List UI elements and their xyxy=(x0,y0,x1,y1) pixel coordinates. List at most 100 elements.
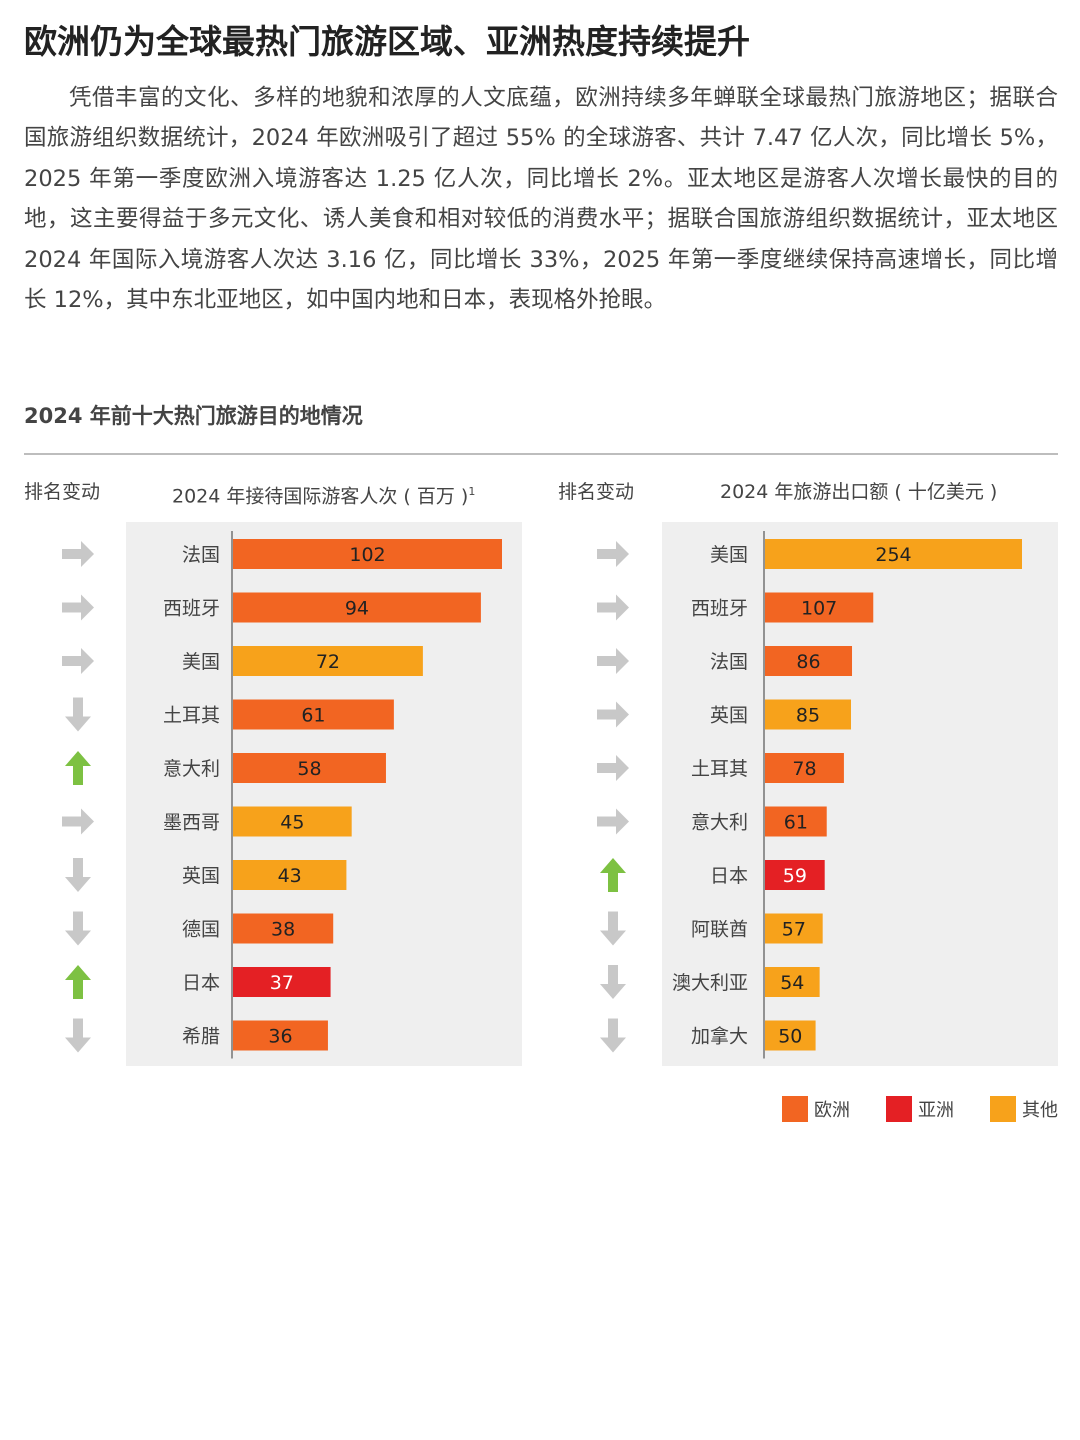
left-category-label: 西班牙 xyxy=(163,598,220,620)
legend-item-other: 其他 xyxy=(990,1096,1058,1122)
left-bar xyxy=(233,539,502,569)
left-rank-arrow-down-icon xyxy=(65,697,91,732)
section-title: 2024 年前十大热门旅游目的地情况 xyxy=(24,404,363,428)
right-rank-arrow-same-icon xyxy=(597,808,629,835)
left-bar xyxy=(233,646,423,676)
left-rank-arrow-down-icon xyxy=(65,1018,91,1053)
right-bar xyxy=(765,1020,816,1051)
left-rank-header: 排名变动 xyxy=(24,481,101,503)
right-rank-arrow-up-icon xyxy=(600,858,626,892)
left-value-label: 43 xyxy=(278,865,302,887)
left-category-label: 美国 xyxy=(182,651,220,673)
left-bar xyxy=(233,592,481,623)
right-value-label: 78 xyxy=(792,758,816,780)
right-bar xyxy=(765,806,827,837)
legend-label-other: 其他 xyxy=(1022,1100,1058,1121)
left-rank-arrow-same-icon xyxy=(62,541,94,567)
right-category-label: 加拿大 xyxy=(691,1025,748,1048)
right-bar xyxy=(765,699,852,730)
right-bar xyxy=(765,646,853,676)
left-rank-arrow-down-icon xyxy=(65,911,91,946)
left-value-label: 36 xyxy=(268,1026,292,1048)
right-category-label: 意大利 xyxy=(691,812,748,834)
left-value-label: 94 xyxy=(345,598,369,620)
legend-swatch-other xyxy=(990,1096,1016,1122)
left-category-label: 英国 xyxy=(182,865,220,887)
legend-item-asia: 亚洲 xyxy=(886,1096,954,1122)
right-value-label: 61 xyxy=(784,812,808,834)
left-category-label: 希腊 xyxy=(182,1026,220,1048)
left-category-label: 土耳其 xyxy=(163,705,220,727)
left-bar xyxy=(233,753,386,783)
right-category-label: 澳大利亚 xyxy=(672,972,748,994)
right-rank-arrow-same-icon xyxy=(597,755,629,781)
right-category-label: 英国 xyxy=(710,705,748,727)
right-rank-arrow-down-icon xyxy=(600,911,626,946)
legend-swatch-europe xyxy=(782,1096,808,1122)
legend: 欧洲 亚洲 其他 xyxy=(782,1096,1058,1122)
right-rank-arrow-down-icon xyxy=(600,965,626,999)
right-bar xyxy=(765,539,1022,569)
left-value-label: 102 xyxy=(349,544,385,566)
right-bar xyxy=(765,967,820,997)
left-rank-arrow-same-icon xyxy=(62,648,94,674)
right-value-label: 85 xyxy=(796,705,820,727)
left-value-label: 45 xyxy=(280,812,304,834)
right-bar xyxy=(765,913,823,944)
right-bar xyxy=(765,860,825,890)
left-chart-title: 2024 年接待国际游客人次 ( 百万 )1 xyxy=(172,478,475,510)
right-rank-arrow-down-icon xyxy=(600,1018,626,1053)
right-value-label: 59 xyxy=(783,865,807,887)
left-rank-arrow-same-icon xyxy=(62,808,94,835)
left-bar xyxy=(233,1020,328,1051)
right-category-label: 日本 xyxy=(710,865,748,887)
left-value-label: 58 xyxy=(297,758,321,780)
left-bar xyxy=(233,967,331,997)
left-category-label: 意大利 xyxy=(163,758,220,780)
right-category-label: 阿联酋 xyxy=(691,919,748,941)
right-bar xyxy=(765,592,874,623)
headline: 欧洲仍为全球最热门旅游区域、亚洲热度持续提升 xyxy=(24,22,750,61)
right-value-label: 50 xyxy=(778,1026,802,1048)
right-category-label: 西班牙 xyxy=(691,598,748,620)
right-value-label: 54 xyxy=(780,972,804,994)
right-rank-arrow-same-icon xyxy=(597,648,629,674)
right-category-label: 法国 xyxy=(710,651,748,673)
legend-swatch-asia xyxy=(886,1096,912,1122)
right-rank-arrow-same-icon xyxy=(597,594,629,621)
legend-item-europe: 欧洲 xyxy=(782,1096,850,1122)
left-value-label: 37 xyxy=(270,972,294,994)
footnote-mark: 1 xyxy=(468,485,476,498)
left-category-label: 日本 xyxy=(182,972,220,994)
right-value-label: 86 xyxy=(796,651,820,673)
right-rank-arrow-same-icon xyxy=(597,701,629,728)
left-chart-title-text: 2024 年接待国际游客人次 ( 百万 ) xyxy=(172,485,469,508)
left-value-label: 72 xyxy=(316,651,340,673)
left-bar xyxy=(233,699,394,730)
left-rank-arrow-down-icon xyxy=(65,858,91,892)
left-rank-arrow-up-icon xyxy=(65,751,91,785)
left-value-label: 61 xyxy=(301,705,325,727)
legend-label-asia: 亚洲 xyxy=(918,1100,954,1121)
left-category-label: 墨西哥 xyxy=(163,812,220,834)
right-value-label: 57 xyxy=(782,919,806,941)
left-rank-arrow-same-icon xyxy=(62,594,94,621)
left-category-label: 德国 xyxy=(182,919,220,941)
right-chart-title: 2024 年旅游出口额 ( 十亿美元 ) xyxy=(720,481,998,503)
legend-label-europe: 欧洲 xyxy=(814,1100,850,1121)
section-divider xyxy=(24,453,1058,455)
right-bar xyxy=(765,753,844,783)
right-rank-header: 排名变动 xyxy=(558,481,635,503)
left-bar xyxy=(233,913,334,944)
left-category-label: 法国 xyxy=(182,544,220,566)
intro-paragraph: 凭借丰富的文化、多样的地貌和浓厚的人文底蕴，欧洲持续多年蝉联全球最热门旅游地区；… xyxy=(24,85,1058,314)
charts-svg: 法国 102 西班牙 94 美国 72 土耳其 61 意大利 58 墨西哥 45 英国 43 德国 38 日本 3… xyxy=(62,531,1022,1059)
left-value-label: 38 xyxy=(271,919,295,941)
right-category-label: 土耳其 xyxy=(691,758,748,780)
left-rank-arrow-up-icon xyxy=(65,965,91,999)
left-bar xyxy=(233,860,347,890)
right-value-label: 254 xyxy=(875,544,911,566)
right-value-label: 107 xyxy=(801,598,837,620)
right-category-label: 美国 xyxy=(710,544,748,566)
right-rank-arrow-same-icon xyxy=(597,541,629,567)
